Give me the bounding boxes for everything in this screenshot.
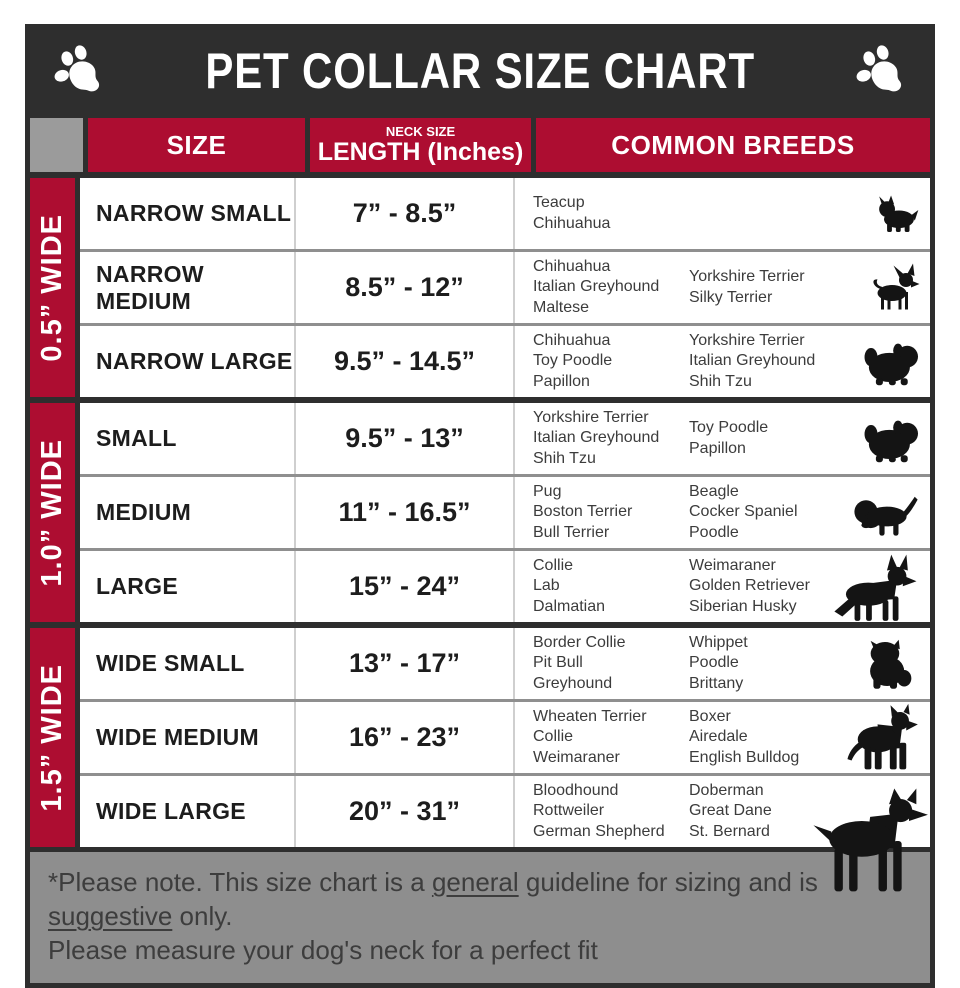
length-cell: 13” - 17” <box>294 628 515 699</box>
size-cell: NARROW SMALL <box>96 200 292 226</box>
dog-silhouette-icon <box>804 779 930 903</box>
size-cell: MEDIUM <box>96 499 192 525</box>
length-cell: 8.5” - 12” <box>294 252 515 323</box>
size-cell: SMALL <box>96 425 177 451</box>
paw-icon <box>53 45 105 97</box>
breeds-cell: Wheaten Terrier Collie Weimaraner Boxer … <box>515 702 930 773</box>
breeds-list: Chihuahua Toy Poodle Papillon <box>533 331 613 390</box>
header-length: NECK SIZE LENGTH (Inches) <box>310 118 531 172</box>
table-row: WIDE LARGE 20” - 31” Bloodhound Rottweil… <box>80 773 930 847</box>
breeds-cell: Yorkshire Terrier Italian Greyhound Shih… <box>515 403 930 474</box>
breeds-list: Pug Boston Terrier Bull Terrier <box>533 482 633 541</box>
length-cell: 11” - 16.5” <box>294 477 515 548</box>
breeds-list: Border Collie Pit Bull Greyhound <box>533 633 626 692</box>
dog-silhouette-icon <box>824 551 924 623</box>
length-cell: 9.5” - 13” <box>294 403 515 474</box>
breeds-list: Bloodhound Rottweiler German Shepherd <box>533 781 665 840</box>
breeds-cell: Collie Lab Dalmatian Weimaraner Golden R… <box>515 551 930 622</box>
dog-silhouette-icon <box>858 335 924 389</box>
size-table: 0.5” WIDE NARROW SMALL 7” - 8.5” Teacup … <box>25 178 935 988</box>
note-underlined-word: general <box>431 867 519 897</box>
breeds-list: Weimaraner Golden Retriever Siberian Hus… <box>689 556 810 615</box>
dog-silhouette-icon <box>842 698 924 778</box>
length-cell: 9.5” - 14.5” <box>294 326 515 397</box>
breeds-list: Yorkshire Terrier Italian Greyhound Shih… <box>533 408 660 467</box>
length-cell: 16” - 23” <box>294 702 515 773</box>
size-cell: NARROW LARGE <box>96 348 293 374</box>
dog-silhouette-icon <box>858 631 924 697</box>
breeds-cell: Pug Boston Terrier Bull Terrier Beagle C… <box>515 477 930 548</box>
group-width-band: 0.5” WIDE <box>30 178 80 397</box>
header-common-breeds: COMMON BREEDS <box>536 118 930 172</box>
size-cell: WIDE MEDIUM <box>96 724 260 750</box>
table-row: WIDE SMALL 13” - 17” Border Collie Pit B… <box>80 628 930 699</box>
breeds-cell: Chihuahua Toy Poodle Papillon Yorkshire … <box>515 326 930 397</box>
dog-silhouette-icon <box>866 192 924 236</box>
group-width-label: 0.5” WIDE <box>36 213 68 362</box>
breeds-list: Chihuahua Italian Greyhound Maltese <box>533 257 660 316</box>
group-width-band: 1.0” WIDE <box>30 403 80 622</box>
breeds-list: Toy Poodle Papillon <box>689 419 769 457</box>
dog-silhouette-icon <box>864 261 924 315</box>
breeds-cell: Chihuahua Italian Greyhound Maltese York… <box>515 252 930 323</box>
breeds-cell: Bloodhound Rottweiler German Shepherd Do… <box>515 776 930 847</box>
size-cell: WIDE LARGE <box>96 798 246 824</box>
table-row: LARGE 15” - 24” Collie Lab Dalmatian Wei… <box>80 548 930 622</box>
length-cell: 7” - 8.5” <box>294 178 515 249</box>
breeds-list: Collie Lab Dalmatian <box>533 556 606 615</box>
dog-silhouette-icon <box>858 412 924 466</box>
column-header-row: SIZE NECK SIZE LENGTH (Inches) COMMON BR… <box>25 118 935 178</box>
note-line2: Please measure your dog's neck for a per… <box>48 934 598 965</box>
table-row: MEDIUM 11” - 16.5” Pug Boston Terrier Bu… <box>80 474 930 548</box>
length-cell: 20” - 31” <box>294 776 515 847</box>
table-row: NARROW LARGE 9.5” - 14.5” Chihuahua Toy … <box>80 323 930 397</box>
table-row: WIDE MEDIUM 16” - 23” Wheaten Terrier Co… <box>80 699 930 773</box>
corner-spacer <box>30 118 83 172</box>
breeds-cell: Border Collie Pit Bull Greyhound Whippet… <box>515 628 930 699</box>
breeds-list: Beagle Cocker Spaniel Poodle <box>689 482 798 541</box>
breeds-list: Doberman Great Dane St. Bernard <box>689 781 772 840</box>
disclaimer-note: *Please note. This size chart is a gener… <box>30 847 930 984</box>
breeds-list: Boxer Airedale English Bulldog <box>689 707 800 766</box>
title-band: PET COLLAR SIZE CHART <box>25 24 935 118</box>
group-width-label: 1.5” WIDE <box>36 663 68 812</box>
table-row: SMALL 9.5” - 13” Yorkshire Terrier Itali… <box>80 403 930 474</box>
note-text: only. <box>172 900 233 931</box>
width-group-1-0: 1.0” WIDE SMALL 9.5” - 13” Yorkshire Ter… <box>30 397 930 622</box>
note-text: *Please note. This size chart is a <box>48 867 432 897</box>
group-width-band: 1.5” WIDE <box>30 628 80 847</box>
breeds-list: Yorkshire Terrier Silky Terrier <box>689 268 805 306</box>
table-row: NARROW SMALL 7” - 8.5” Teacup Chihuahua <box>80 178 930 249</box>
length-cell: 15” - 24” <box>294 551 515 622</box>
breeds-list: Yorkshire Terrier Italian Greyhound Shih… <box>689 331 816 390</box>
size-cell: WIDE SMALL <box>96 650 245 676</box>
dog-silhouette-icon <box>844 484 924 542</box>
header-length-inches: LENGTH (Inches) <box>317 137 524 166</box>
paw-icon <box>855 45 907 97</box>
width-group-1-5: 1.5” WIDE WIDE SMALL 13” - 17” Border Co… <box>30 622 930 847</box>
size-cell: NARROW MEDIUM <box>96 260 204 314</box>
header-size: SIZE <box>88 118 305 172</box>
size-cell: LARGE <box>96 573 178 599</box>
breeds-list: Wheaten Terrier Collie Weimaraner <box>533 707 647 766</box>
note-text: guideline for sizing and is <box>518 867 818 897</box>
group-width-label: 1.0” WIDE <box>36 438 68 587</box>
breeds-list: Teacup Chihuahua <box>533 194 611 232</box>
page-title: PET COLLAR SIZE CHART <box>205 43 755 99</box>
size-chart-poster: PET COLLAR SIZE CHART SIZE NECK SIZE LEN… <box>25 24 935 988</box>
breeds-list: Whippet Poodle Brittany <box>689 633 748 692</box>
note-underlined-word: suggestive <box>48 900 173 931</box>
table-row: NARROW MEDIUM 8.5” - 12” Chihuahua Itali… <box>80 249 930 323</box>
header-neck-size: NECK SIZE <box>385 124 456 140</box>
width-group-0-5: 0.5” WIDE NARROW SMALL 7” - 8.5” Teacup … <box>30 178 930 397</box>
breeds-cell: Teacup Chihuahua <box>515 178 930 249</box>
